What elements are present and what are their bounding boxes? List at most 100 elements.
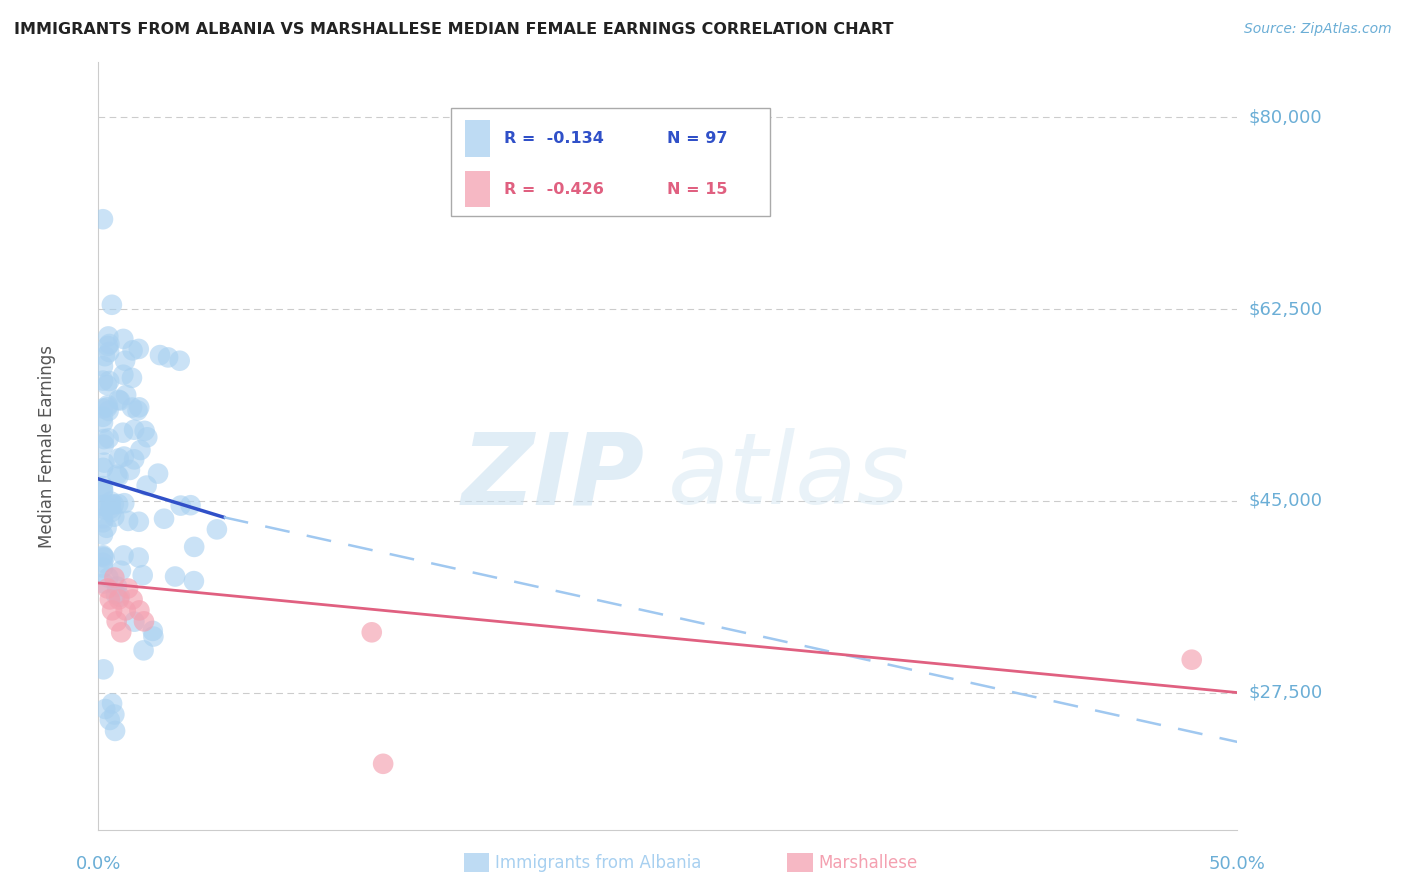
Point bbox=[91, 556, 114, 570]
Point bbox=[118, 463, 141, 477]
Point bbox=[142, 630, 165, 644]
Point bbox=[91, 527, 114, 541]
Point bbox=[142, 624, 165, 638]
Point bbox=[108, 592, 131, 607]
Text: $27,500: $27,500 bbox=[1249, 683, 1323, 702]
Text: R =  -0.426: R = -0.426 bbox=[503, 181, 603, 196]
Point bbox=[128, 401, 150, 415]
Point bbox=[91, 460, 114, 475]
Point bbox=[101, 298, 124, 312]
Point bbox=[128, 550, 150, 565]
Point bbox=[104, 588, 127, 602]
Point bbox=[132, 568, 155, 582]
Point bbox=[105, 467, 128, 482]
Point bbox=[91, 483, 114, 498]
Point bbox=[91, 511, 114, 525]
Point bbox=[183, 540, 205, 554]
Point bbox=[91, 548, 114, 562]
Text: Median Female Earnings: Median Female Earnings bbox=[38, 344, 56, 548]
Point bbox=[91, 374, 114, 388]
Text: $45,000: $45,000 bbox=[1249, 491, 1323, 510]
Bar bbox=[451, 109, 770, 216]
Point bbox=[94, 349, 117, 363]
Point bbox=[97, 398, 120, 412]
Point bbox=[93, 432, 115, 446]
Point bbox=[97, 404, 120, 418]
Point bbox=[97, 339, 120, 353]
Point bbox=[93, 456, 115, 470]
Point bbox=[91, 549, 114, 564]
Point bbox=[117, 514, 139, 528]
Text: 0.0%: 0.0% bbox=[76, 855, 121, 872]
Point bbox=[111, 425, 134, 440]
Point bbox=[149, 348, 172, 362]
Bar bbox=[465, 120, 491, 157]
Point bbox=[91, 479, 114, 493]
Bar bbox=[465, 170, 491, 208]
Point bbox=[112, 368, 135, 382]
Point bbox=[91, 498, 114, 512]
Point bbox=[110, 564, 132, 578]
Point bbox=[134, 424, 156, 438]
Point bbox=[98, 713, 121, 727]
Point bbox=[127, 403, 149, 417]
Point bbox=[122, 423, 145, 437]
Point bbox=[122, 452, 145, 467]
Point bbox=[107, 451, 129, 466]
Text: $80,000: $80,000 bbox=[1249, 108, 1322, 127]
Point bbox=[132, 643, 155, 657]
Point bbox=[180, 498, 202, 512]
Point bbox=[98, 374, 121, 388]
Text: atlas: atlas bbox=[668, 428, 910, 525]
Point bbox=[124, 615, 146, 629]
Text: Source: ZipAtlas.com: Source: ZipAtlas.com bbox=[1244, 22, 1392, 37]
Point bbox=[100, 494, 122, 508]
Point bbox=[91, 401, 114, 416]
Point bbox=[100, 505, 122, 519]
Point bbox=[112, 450, 135, 464]
Point bbox=[96, 378, 118, 392]
Point bbox=[205, 522, 228, 536]
Point bbox=[91, 499, 114, 513]
Point bbox=[93, 550, 115, 565]
Point bbox=[96, 521, 118, 535]
Point bbox=[94, 702, 117, 716]
Point bbox=[129, 443, 152, 458]
Point bbox=[91, 212, 114, 227]
Point bbox=[100, 498, 122, 512]
Point bbox=[103, 707, 125, 722]
Point bbox=[107, 469, 129, 483]
Point bbox=[128, 515, 150, 529]
Text: Marshallese: Marshallese bbox=[818, 854, 918, 871]
Point bbox=[105, 615, 128, 629]
Point bbox=[157, 351, 180, 365]
Point bbox=[91, 409, 114, 424]
Text: $62,500: $62,500 bbox=[1249, 300, 1323, 318]
Point bbox=[135, 478, 157, 492]
Text: N = 97: N = 97 bbox=[666, 131, 727, 146]
Point bbox=[169, 353, 191, 368]
Point bbox=[121, 592, 143, 607]
Point bbox=[371, 756, 394, 771]
Point bbox=[107, 497, 129, 511]
Text: N = 15: N = 15 bbox=[666, 181, 727, 196]
Point bbox=[93, 662, 115, 676]
Point bbox=[132, 615, 155, 629]
Point bbox=[104, 723, 127, 738]
Point bbox=[96, 401, 118, 415]
Point bbox=[110, 625, 132, 640]
Point bbox=[103, 570, 125, 584]
Point bbox=[98, 337, 121, 351]
Point bbox=[93, 502, 115, 516]
Point bbox=[128, 342, 150, 356]
Point bbox=[103, 509, 125, 524]
Point bbox=[114, 353, 136, 368]
Point bbox=[91, 359, 114, 374]
Point bbox=[117, 582, 139, 596]
Point bbox=[101, 603, 124, 617]
Point bbox=[121, 343, 143, 358]
Point bbox=[96, 582, 118, 596]
Point bbox=[107, 392, 129, 407]
Point bbox=[97, 329, 120, 343]
Point bbox=[128, 603, 150, 617]
